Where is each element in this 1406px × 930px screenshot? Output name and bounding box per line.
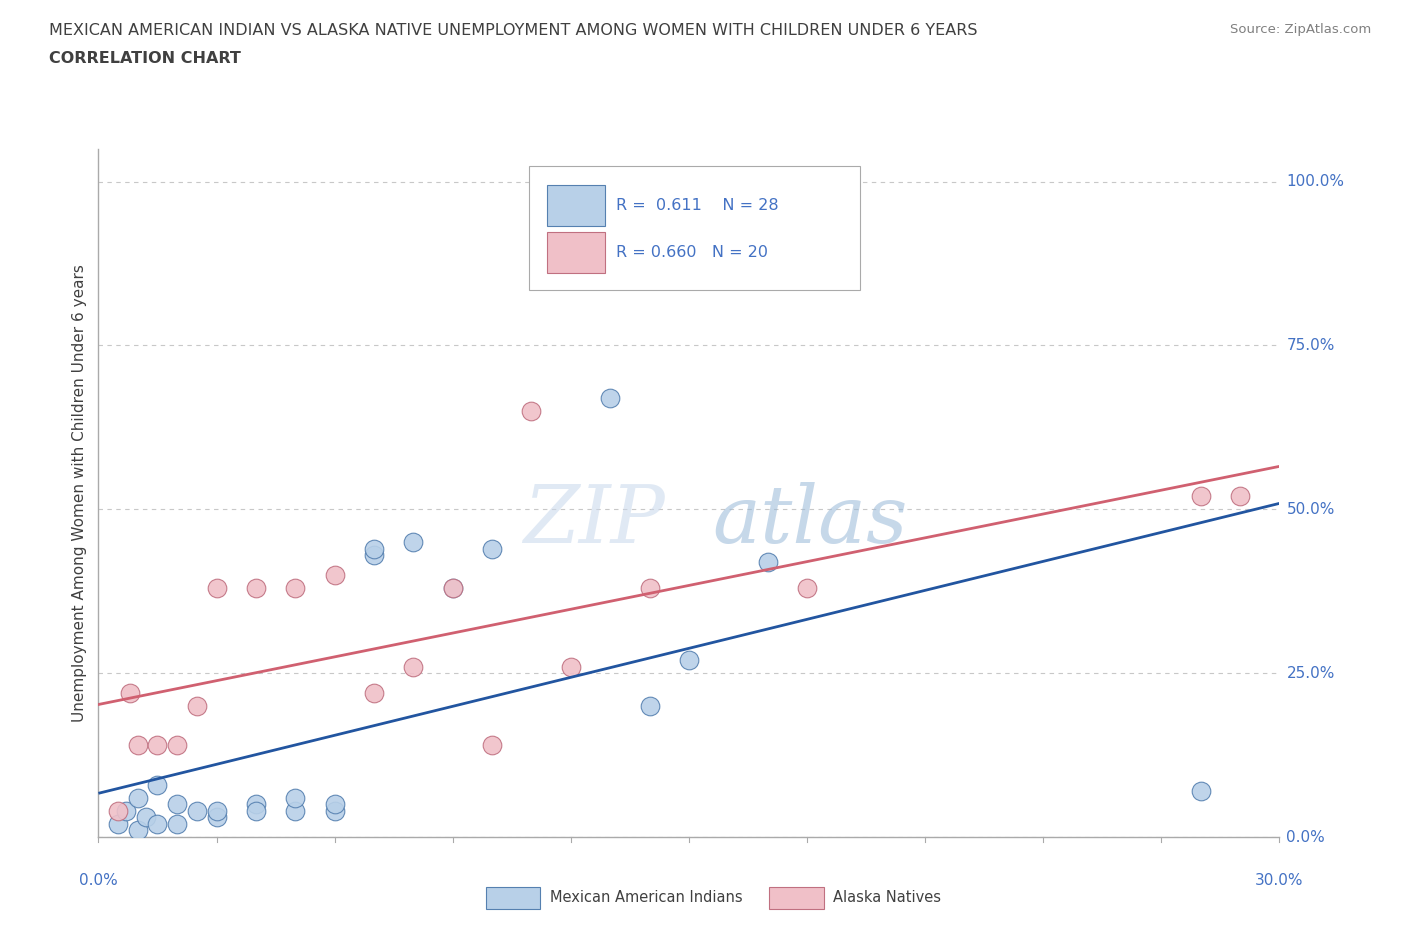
Point	[599, 391, 621, 405]
Point	[107, 817, 129, 831]
Point	[127, 737, 149, 752]
Point	[115, 804, 138, 818]
FancyBboxPatch shape	[486, 886, 540, 909]
Text: R = 0.660   N = 20: R = 0.660 N = 20	[616, 245, 768, 259]
Text: atlas: atlas	[713, 482, 908, 559]
Point	[284, 804, 307, 818]
Text: Alaska Natives: Alaska Natives	[832, 890, 941, 905]
Point	[363, 541, 385, 556]
FancyBboxPatch shape	[769, 886, 824, 909]
Point	[638, 698, 661, 713]
Point	[118, 685, 141, 700]
Point	[284, 790, 307, 805]
FancyBboxPatch shape	[547, 232, 605, 272]
Point	[323, 567, 346, 582]
Point	[481, 541, 503, 556]
Point	[402, 535, 425, 550]
Text: Source: ZipAtlas.com: Source: ZipAtlas.com	[1230, 23, 1371, 36]
Text: CORRELATION CHART: CORRELATION CHART	[49, 51, 240, 66]
Point	[245, 580, 267, 595]
Text: 0.0%: 0.0%	[1286, 830, 1326, 844]
Point	[166, 797, 188, 812]
Point	[146, 817, 169, 831]
Point	[1229, 489, 1251, 504]
Point	[186, 804, 208, 818]
Point	[146, 737, 169, 752]
Point	[1189, 784, 1212, 799]
Text: 75.0%: 75.0%	[1286, 338, 1334, 352]
Point	[560, 659, 582, 674]
Point	[245, 804, 267, 818]
Point	[205, 810, 228, 825]
Point	[284, 580, 307, 595]
Point	[146, 777, 169, 792]
Point	[323, 804, 346, 818]
Point	[107, 804, 129, 818]
Text: 50.0%: 50.0%	[1286, 502, 1334, 517]
Point	[756, 554, 779, 569]
Point	[127, 823, 149, 838]
Point	[678, 653, 700, 668]
Text: 25.0%: 25.0%	[1286, 666, 1334, 681]
FancyBboxPatch shape	[547, 185, 605, 226]
Point	[520, 404, 543, 418]
Text: 100.0%: 100.0%	[1286, 174, 1344, 189]
FancyBboxPatch shape	[530, 166, 860, 290]
Y-axis label: Unemployment Among Women with Children Under 6 years: Unemployment Among Women with Children U…	[72, 264, 87, 722]
Text: 0.0%: 0.0%	[79, 873, 118, 888]
Point	[402, 659, 425, 674]
Point	[363, 548, 385, 563]
Point	[166, 817, 188, 831]
Point	[1189, 489, 1212, 504]
Point	[186, 698, 208, 713]
Point	[135, 810, 157, 825]
Point	[638, 580, 661, 595]
Text: R =  0.611    N = 28: R = 0.611 N = 28	[616, 198, 779, 213]
Text: MEXICAN AMERICAN INDIAN VS ALASKA NATIVE UNEMPLOYMENT AMONG WOMEN WITH CHILDREN : MEXICAN AMERICAN INDIAN VS ALASKA NATIVE…	[49, 23, 977, 38]
Point	[363, 685, 385, 700]
Point	[323, 797, 346, 812]
Text: ZIP: ZIP	[523, 482, 665, 559]
Point	[481, 737, 503, 752]
Point	[796, 580, 818, 595]
Text: 30.0%: 30.0%	[1256, 873, 1303, 888]
Text: Mexican American Indians: Mexican American Indians	[550, 890, 742, 905]
Point	[205, 580, 228, 595]
Point	[205, 804, 228, 818]
Point	[245, 797, 267, 812]
Point	[166, 737, 188, 752]
Point	[441, 580, 464, 595]
Point	[441, 580, 464, 595]
Point	[127, 790, 149, 805]
